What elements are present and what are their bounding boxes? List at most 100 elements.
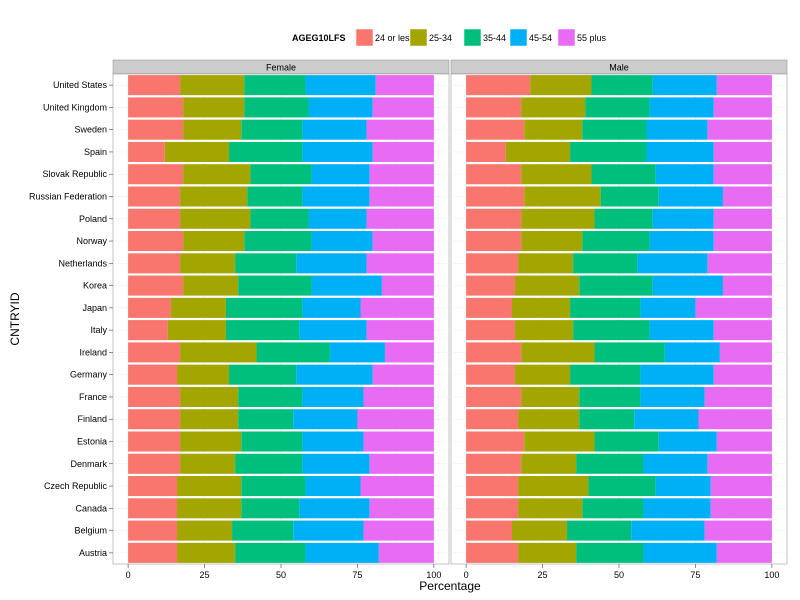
bar-female-6-3 (308, 208, 367, 229)
bar-female-0-0 (128, 75, 181, 96)
bar-female-20-4 (363, 520, 434, 541)
bar-male-3-1 (505, 141, 571, 162)
legend-key-4 (557, 28, 576, 47)
bar-male-9-2 (579, 275, 653, 296)
bar-male-2-0 (466, 119, 525, 140)
bar-female-3-4 (372, 141, 434, 162)
bar-male-8-4 (707, 253, 772, 274)
bar-female-9-4 (381, 275, 434, 296)
bar-male-18-1 (518, 476, 589, 497)
bar-male-3-3 (646, 141, 714, 162)
bar-male-11-4 (713, 320, 772, 341)
bar-female-7-4 (372, 231, 434, 252)
legend-label-4: 55 plus (577, 33, 607, 43)
bar-female-17-2 (235, 453, 303, 474)
bar-female-12-1 (180, 342, 257, 363)
bar-male-15-0 (466, 409, 519, 430)
bar-female-7-2 (244, 231, 312, 252)
bar-male-7-3 (649, 231, 714, 252)
bar-female-9-3 (311, 275, 382, 296)
bar-female-0-4 (375, 75, 434, 96)
legend-label-3: 45-54 (529, 33, 552, 43)
y-tick-label-16: Estonia (77, 437, 107, 447)
bar-male-18-4 (710, 476, 772, 497)
bar-female-17-0 (128, 453, 181, 474)
bar-female-18-3 (305, 476, 361, 497)
bar-male-17-2 (576, 453, 644, 474)
bar-male-5-0 (466, 186, 525, 207)
bar-female-19-3 (299, 498, 370, 519)
bar-male-17-4 (707, 453, 772, 474)
bar-male-3-2 (570, 141, 647, 162)
x-axis-title: Percentage (419, 579, 481, 593)
x-tick-label-0-2: 50 (276, 570, 286, 580)
bar-male-15-3 (634, 409, 699, 430)
bar-male-17-3 (643, 453, 708, 474)
bar-male-16-4 (716, 431, 772, 452)
bar-female-10-2 (225, 297, 303, 318)
bar-male-14-1 (521, 386, 580, 407)
x-tick-label-0-0: 0 (126, 570, 131, 580)
legend-label-0: 24 or less (375, 33, 415, 43)
bar-male-7-0 (466, 231, 522, 252)
bar-male-2-3 (646, 119, 708, 140)
bar-female-9-0 (128, 275, 184, 296)
bar-female-5-0 (128, 186, 181, 207)
bar-male-9-0 (466, 275, 516, 296)
bar-male-4-0 (466, 164, 522, 185)
bar-male-8-0 (466, 253, 519, 274)
bar-female-21-1 (177, 542, 236, 563)
bar-male-8-3 (637, 253, 708, 274)
bar-male-8-2 (573, 253, 638, 274)
bar-male-19-2 (582, 498, 644, 519)
bar-male-5-2 (600, 186, 659, 207)
bar-male-0-3 (652, 75, 717, 96)
bar-female-6-4 (366, 208, 434, 229)
bar-female-17-1 (180, 453, 236, 474)
bar-female-4-0 (128, 164, 184, 185)
bar-female-21-4 (378, 542, 434, 563)
bar-male-12-2 (594, 342, 665, 363)
bar-male-2-4 (707, 119, 772, 140)
bar-male-5-4 (722, 186, 772, 207)
bar-male-0-4 (716, 75, 772, 96)
bar-male-6-2 (594, 208, 653, 229)
bar-male-15-4 (698, 409, 772, 430)
bar-male-21-3 (643, 542, 717, 563)
x-tick-label-0-1: 25 (200, 570, 210, 580)
bar-female-12-3 (329, 342, 385, 363)
bar-male-11-2 (573, 320, 650, 341)
bar-male-13-1 (515, 364, 571, 385)
bar-female-0-2 (244, 75, 306, 96)
bar-male-20-3 (631, 520, 705, 541)
bar-female-15-1 (180, 409, 239, 430)
bar-female-14-4 (363, 386, 434, 407)
y-tick-label-11: Italy (90, 325, 107, 335)
bar-male-19-1 (518, 498, 583, 519)
facet-title-0: Female (266, 63, 296, 73)
bar-male-17-1 (521, 453, 577, 474)
bar-male-1-2 (585, 97, 650, 118)
bar-female-0-1 (180, 75, 245, 96)
bar-female-21-2 (235, 542, 306, 563)
bar-female-1-3 (308, 97, 373, 118)
bar-female-7-1 (183, 231, 245, 252)
bar-male-21-1 (518, 542, 577, 563)
bar-male-1-1 (521, 97, 586, 118)
bar-male-0-0 (466, 75, 531, 96)
bar-female-14-3 (302, 386, 364, 407)
bar-male-1-0 (466, 97, 522, 118)
bar-male-21-0 (466, 542, 519, 563)
bar-female-15-2 (238, 409, 294, 430)
bar-female-15-4 (357, 409, 434, 430)
bar-female-9-1 (183, 275, 239, 296)
bar-female-2-2 (241, 119, 303, 140)
bar-male-11-1 (515, 320, 574, 341)
bar-male-9-4 (722, 275, 772, 296)
legend-label-1: 25-34 (429, 33, 452, 43)
bar-male-11-0 (466, 320, 516, 341)
bar-female-16-4 (363, 431, 434, 452)
bar-female-1-4 (372, 97, 434, 118)
bar-female-11-0 (128, 320, 168, 341)
bar-female-1-2 (244, 97, 309, 118)
